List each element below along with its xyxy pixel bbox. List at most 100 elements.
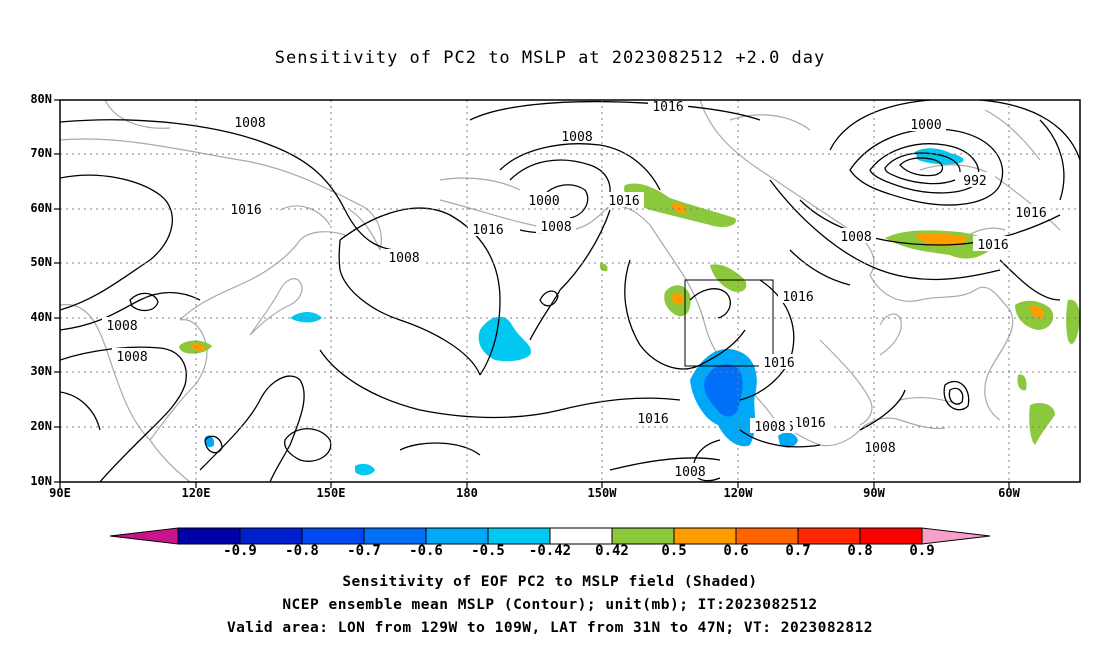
green-patch-9 bbox=[1017, 374, 1027, 391]
lon-label: 90W bbox=[863, 486, 885, 500]
contour-label-bg bbox=[112, 348, 152, 363]
orange-patch-3 bbox=[672, 292, 684, 305]
green-patch-4 bbox=[710, 264, 747, 292]
contour-label-bg bbox=[750, 418, 790, 433]
orange-patch-1 bbox=[915, 233, 967, 247]
contour-label: 1016 bbox=[652, 100, 683, 115]
contour-label: 1016 bbox=[230, 203, 261, 218]
lat-label: 30N bbox=[30, 364, 52, 378]
contour-label-bg bbox=[670, 463, 710, 478]
lon-label: 120W bbox=[723, 486, 753, 500]
colorbar bbox=[109, 527, 991, 545]
contour-label: 1016 bbox=[608, 194, 639, 209]
colorbar-label: -0.5 bbox=[471, 543, 505, 559]
green-patch-8 bbox=[1029, 403, 1055, 445]
colorbar-label: 0.42 bbox=[595, 543, 629, 559]
axis-ticks bbox=[54, 99, 1010, 488]
colorbar-swatch bbox=[859, 527, 923, 545]
contour-label-bg bbox=[604, 192, 644, 207]
orange-patch-7 bbox=[190, 343, 206, 351]
colorbar-label: 0.9 bbox=[909, 543, 935, 559]
contour-label: 1016 bbox=[977, 238, 1008, 253]
contour-label: 992 bbox=[963, 174, 986, 189]
lon-label: 60W bbox=[998, 486, 1020, 500]
colorbar-swatch bbox=[549, 527, 613, 545]
contour-label-bg bbox=[759, 354, 799, 369]
colorbar-swatch bbox=[301, 527, 365, 545]
lat-label: 80N bbox=[30, 92, 52, 106]
lon-label: 120E bbox=[181, 486, 211, 500]
contour-label: 1008 bbox=[234, 116, 265, 131]
blue-patch-3 bbox=[915, 148, 964, 165]
contour-label-bg bbox=[536, 218, 576, 233]
colorbar-label: -0.7 bbox=[347, 543, 381, 559]
colorbar-label: 0.6 bbox=[723, 543, 749, 559]
colorbar-swatch bbox=[363, 527, 427, 545]
contour-label: 1016 bbox=[763, 356, 794, 371]
contour-label-bg bbox=[468, 221, 508, 236]
contour-label-bg bbox=[906, 116, 946, 131]
contour-label-bg bbox=[102, 317, 142, 332]
colorbar-label: 0.7 bbox=[785, 543, 811, 559]
contour-label: 1008 bbox=[864, 441, 895, 456]
valid-area-box bbox=[684, 279, 774, 367]
contour-label-bg bbox=[384, 249, 424, 264]
caption-line-2: NCEP ensemble mean MSLP (Contour); unit(… bbox=[282, 597, 818, 613]
colorbar-swatch bbox=[673, 527, 737, 545]
blue-patch-4 bbox=[778, 432, 798, 448]
map-background bbox=[60, 100, 1080, 482]
lat-label: 10N bbox=[30, 474, 52, 488]
mslp-contours bbox=[60, 100, 1080, 482]
colorbar-swatch bbox=[425, 527, 489, 545]
contour-label: 1008 bbox=[674, 465, 705, 480]
caption-line-1: Sensitivity of EOF PC2 to MSLP field (Sh… bbox=[342, 574, 758, 590]
contour-label-bg bbox=[778, 288, 818, 303]
colorbar-over-arrow bbox=[921, 527, 991, 545]
lon-label: 150E bbox=[316, 486, 346, 500]
contour-label: 1008 bbox=[540, 220, 571, 235]
contour-label: 1008 bbox=[116, 350, 147, 365]
contour-label-bg bbox=[860, 439, 900, 454]
contour-label-bg bbox=[836, 228, 876, 243]
contour-label-bg bbox=[648, 100, 688, 113]
map-title: Sensitivity of PC2 to MSLP at 2023082512… bbox=[274, 48, 826, 68]
contour-label: 1016 bbox=[782, 290, 813, 305]
colorbar-swatch bbox=[611, 527, 675, 545]
colorbar-swatch bbox=[177, 527, 241, 545]
contour-label-bg bbox=[1011, 204, 1051, 219]
green-patch-6 bbox=[1066, 299, 1080, 344]
contour-label-bg bbox=[557, 128, 597, 143]
lon-label: 150W bbox=[587, 486, 617, 500]
blue-patch-6 bbox=[290, 312, 322, 323]
colorbar-label: 0.8 bbox=[847, 543, 873, 559]
lat-label: 60N bbox=[30, 201, 52, 215]
contour-label: 1016 bbox=[472, 223, 503, 238]
contour-label-bg bbox=[226, 201, 266, 216]
caption-line-3: Valid area: LON from 129W to 109W, LAT f… bbox=[226, 620, 874, 636]
orange-patch-2 bbox=[672, 203, 687, 214]
colorbar-label: 0.5 bbox=[661, 543, 687, 559]
contour-label: 1016 bbox=[1015, 206, 1046, 221]
contour-label-bg bbox=[633, 410, 673, 425]
lat-label: 40N bbox=[30, 310, 52, 324]
lat-label: 70N bbox=[30, 146, 52, 160]
colorbar-swatch bbox=[487, 527, 551, 545]
lon-label: 180 bbox=[456, 486, 478, 500]
sensitivity-shading bbox=[179, 148, 1080, 476]
colorbar-swatch bbox=[797, 527, 861, 545]
colorbar-label: -0.6 bbox=[409, 543, 443, 559]
blue-patch-1-core bbox=[704, 364, 743, 417]
contour-label-bg bbox=[790, 414, 830, 429]
contour-label: 1016 bbox=[637, 412, 668, 427]
contour-label: 1000 bbox=[528, 194, 559, 209]
contour-label: 1008 bbox=[106, 319, 137, 334]
lat-label: 50N bbox=[30, 255, 52, 269]
contour-label: 1016 bbox=[794, 416, 825, 431]
contour-labels: 1008 1016 1008 1016 1008 1008 1016 1008 1000 1008… bbox=[102, 100, 1051, 480]
blue-patch-5 bbox=[355, 463, 375, 476]
lat-label: 20N bbox=[30, 419, 52, 433]
contour-label: 1008 bbox=[388, 251, 419, 266]
contour-label-bg bbox=[955, 172, 995, 187]
map-frame bbox=[59, 99, 1081, 483]
